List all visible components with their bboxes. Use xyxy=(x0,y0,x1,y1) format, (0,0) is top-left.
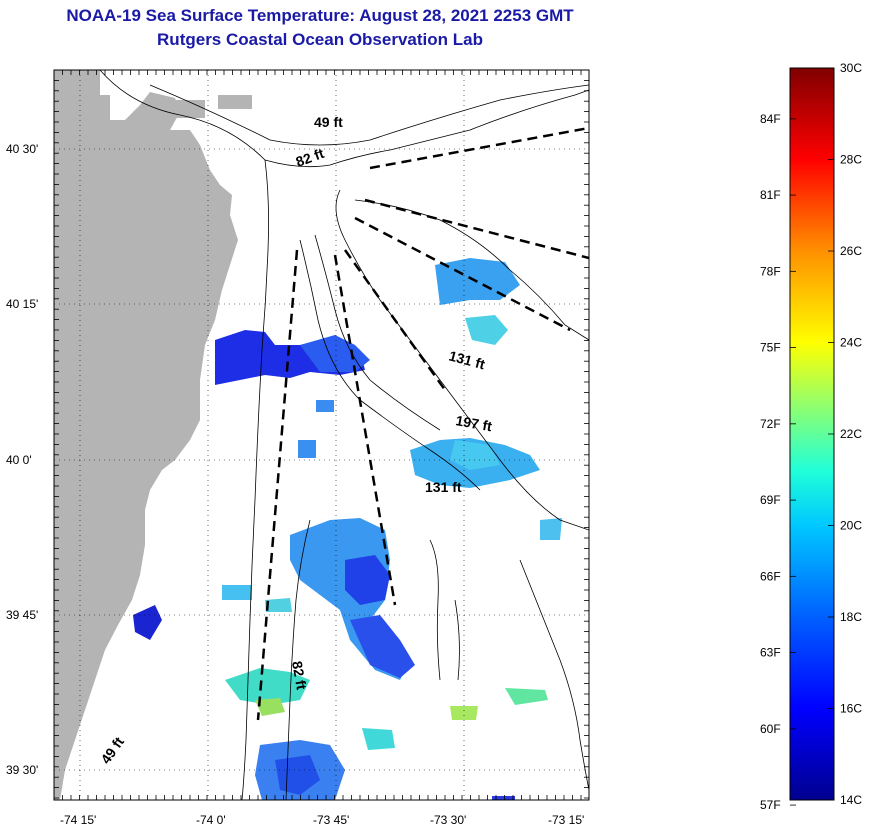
latitude-axis: 40 30' 40 15' 40 0' 39 45' 39 30' xyxy=(6,142,38,777)
lat-tick-label: 39 45' xyxy=(6,608,38,622)
colorbar-celsius-label: 30C xyxy=(840,61,862,75)
colorbar-fahrenheit-label: 63F xyxy=(760,646,781,660)
lat-tick-label: 40 30' xyxy=(6,142,38,156)
colorbar-fahrenheit-label: 78F xyxy=(760,264,781,278)
map-title: NOAA-19 Sea Surface Temperature: August … xyxy=(66,6,574,25)
lon-tick-label: -73 30' xyxy=(430,813,466,827)
colorbar-celsius-label: 20C xyxy=(840,519,862,533)
colorbar-fahrenheit-label: 57F xyxy=(760,798,781,812)
lat-tick-label: 40 15' xyxy=(6,297,38,311)
contour-label: 82 ft xyxy=(289,660,310,691)
colorbar-celsius-label: 18C xyxy=(840,610,862,624)
colorbar: 84F 81F 78F 75F 72F 69F 66F 63F 60F 57F 30C 28C 26C… xyxy=(760,61,862,812)
axis-ticks xyxy=(53,69,589,800)
colorbar-fahrenheit-label: 69F xyxy=(760,493,781,507)
land-island xyxy=(165,100,205,118)
colorbar-fahrenheit-label: 60F xyxy=(760,722,781,736)
contour-label: 49 ft xyxy=(314,114,343,130)
grid-lines xyxy=(54,70,589,800)
colorbar-celsius-label: 28C xyxy=(840,153,862,167)
colorbar-celsius-label: 24C xyxy=(840,336,862,350)
lon-tick-label: -74 0' xyxy=(196,813,226,827)
lon-tick-label: -73 45' xyxy=(313,813,349,827)
colorbar-celsius-label: 14C xyxy=(840,793,862,807)
lat-tick-label: 40 0' xyxy=(6,453,32,467)
dashed-transect-lines xyxy=(256,126,589,721)
colorbar-fahrenheit-labels: 84F 81F 78F 75F 72F 69F 66F 63F 60F 57F xyxy=(760,112,781,812)
map-frame xyxy=(53,69,590,801)
colorbar-gradient xyxy=(789,67,835,801)
colorbar-fahrenheit-label: 81F xyxy=(760,188,781,202)
colorbar-fahrenheit-label: 75F xyxy=(760,341,781,355)
contour-label: 131 ft xyxy=(425,479,462,495)
colorbar-fahrenheit-label: 84F xyxy=(760,112,781,126)
colorbar-celsius-label: 22C xyxy=(840,427,862,441)
map-subtitle: Rutgers Coastal Ocean Observation Lab xyxy=(157,30,483,49)
colorbar-fahrenheit-label: 72F xyxy=(760,417,781,431)
contour-label: 197 ft xyxy=(454,412,493,434)
colorbar-celsius-label: 16C xyxy=(840,702,862,716)
colorbar-celsius-label: 26C xyxy=(840,244,862,258)
longitude-axis: -74 15' -74 0' -73 45' -73 30' -73 15' xyxy=(60,813,584,827)
lon-tick-label: -74 15' xyxy=(60,813,96,827)
land-island xyxy=(218,95,252,109)
colorbar-fahrenheit-label: 66F xyxy=(760,569,781,583)
colorbar-celsius-labels: 30C 28C 26C 24C 22C 20C 18C 16C 14C xyxy=(840,61,862,807)
land-mass xyxy=(54,70,238,800)
lat-tick-label: 39 30' xyxy=(6,763,38,777)
lon-tick-label: -73 15' xyxy=(548,813,584,827)
